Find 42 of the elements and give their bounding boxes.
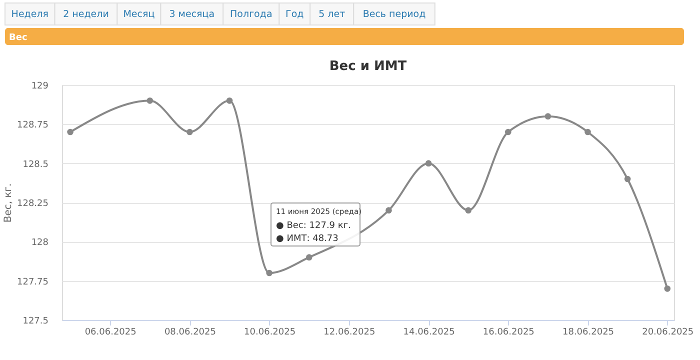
chart-title: Вес и ИМТ [329,59,407,74]
point [146,98,154,104]
text: Весь период [362,9,426,20]
y-axis-title: Вес, кг. [3,183,14,223]
point [386,207,392,214]
point [504,128,512,136]
annotation: ● Вес: 127.9 кг. [276,221,351,231]
point [465,207,472,214]
text: 2 недели [63,9,109,20]
point [306,254,312,260]
annotation: ● ИМТ: 48.73 [276,234,338,244]
x-tick-label: 20.06.2025 [642,328,694,338]
point [624,176,631,182]
y-tick-label: 128.25 [17,199,48,209]
y-tick-label: 128.5 [22,160,48,170]
text: Месяц [123,9,156,20]
x-tick-label: 06.06.2025 [84,328,136,338]
text: 5 лет [318,9,346,20]
text: 3 месяца [169,9,215,20]
x-tick-label: 16.06.2025 [482,328,534,338]
text: Полгода [230,9,272,20]
text: Вес [9,33,28,43]
point [226,98,233,104]
point [664,286,671,292]
y-tick-label: 128.75 [17,120,48,131]
point [266,270,272,276]
x-tick-label: 18.06.2025 [562,328,614,338]
point [67,128,74,136]
text: Год [286,9,304,20]
point [186,128,193,136]
point [425,160,432,166]
text: Неделя [11,9,48,20]
x-tick-label: 14.06.2025 [403,328,455,338]
y-tick-label: 127.75 [17,277,48,288]
y-tick-label: 129 [31,82,49,92]
x-tick-label: 12.06.2025 [324,328,376,338]
x-tick-label: 10.06.2025 [244,328,296,338]
x-tick-label: 08.06.2025 [164,328,216,338]
y-tick-label: 127.5 [22,316,48,326]
y-tick-label: 128 [31,238,49,248]
point [544,113,552,120]
point [584,128,591,136]
